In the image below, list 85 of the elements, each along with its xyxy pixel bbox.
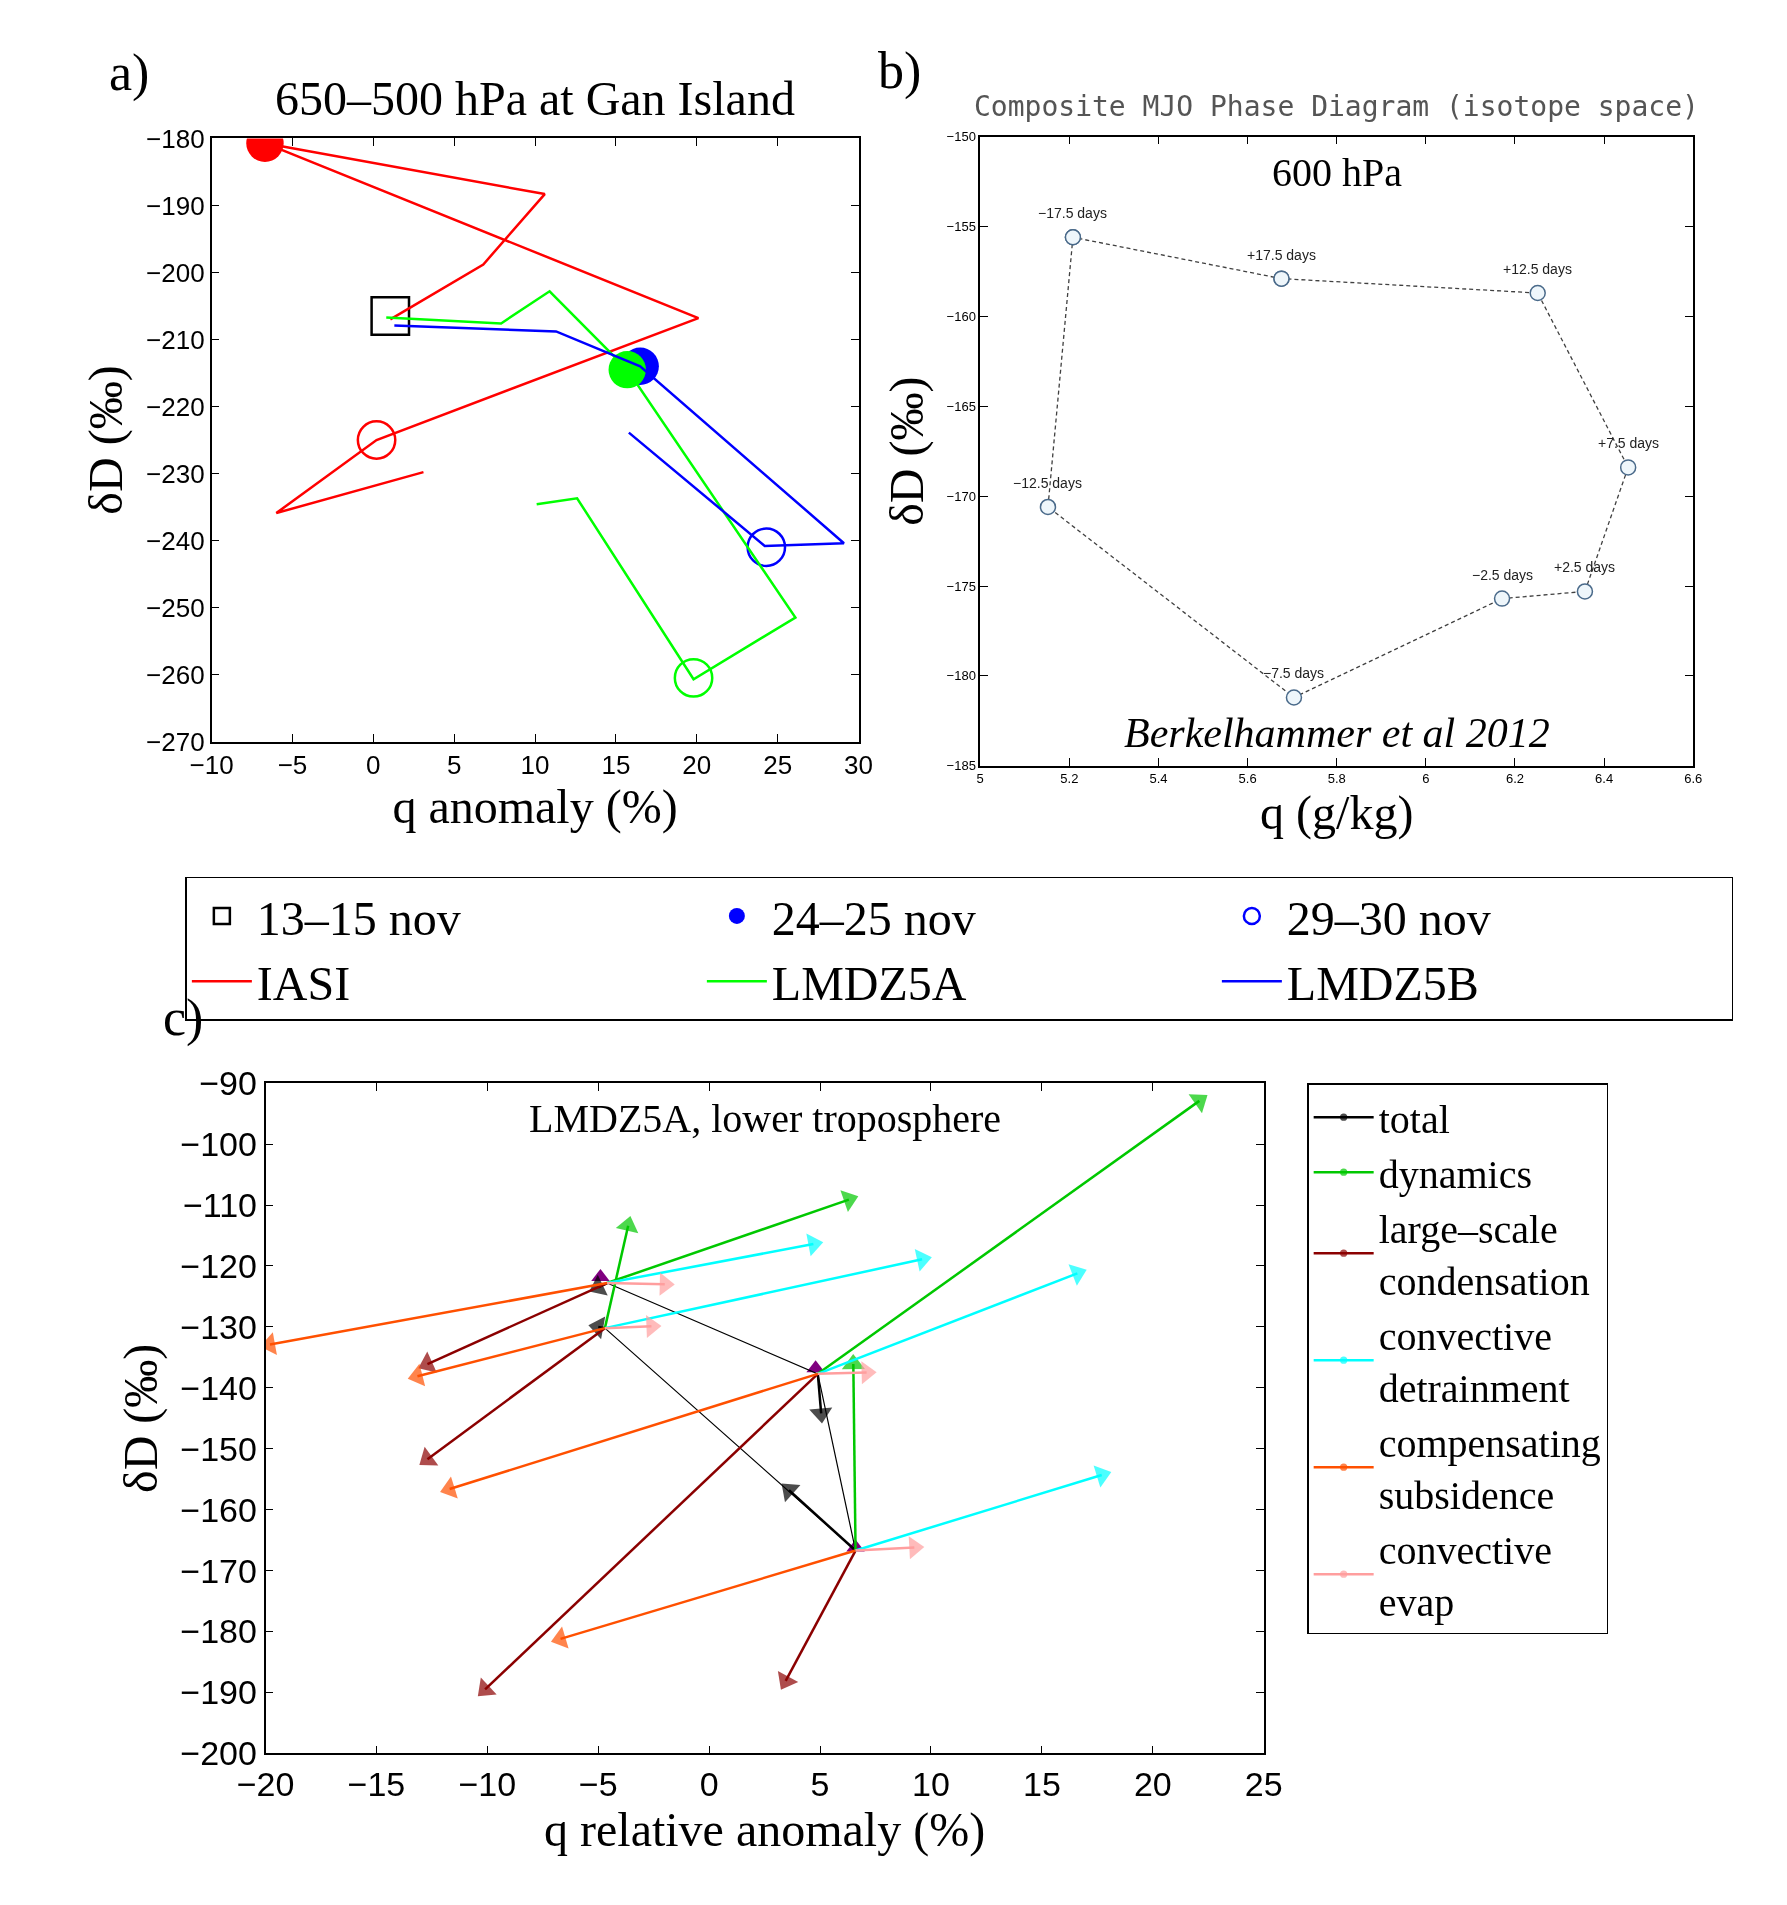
x-tick-label: 0 <box>699 1764 719 1803</box>
y-tick-label: −180 <box>180 1612 257 1651</box>
y-tick-label: −260 <box>146 659 205 690</box>
y-axis-title: δD (‰) <box>113 1343 168 1493</box>
annotation: −17.5 days <box>1038 205 1107 221</box>
x-tick-label: 6.2 <box>1505 771 1525 787</box>
x-tick-label: 0 <box>366 750 381 781</box>
x-tick-label: 10 <box>912 1764 950 1803</box>
y-tick-label: −180 <box>146 123 205 154</box>
chart-subtitle: 600 hPa <box>1272 150 1403 195</box>
y-tick-label: −90 <box>199 1064 257 1103</box>
x-axis-title: q relative anomaly (%) <box>544 1802 986 1857</box>
y-tick-label: −155 <box>946 219 976 235</box>
chart-title: Composite MJO Phase Diagram (isotope space) <box>974 90 1699 123</box>
x-tick-label: 6.6 <box>1684 771 1703 787</box>
y-tick-label: −190 <box>180 1673 257 1712</box>
annotation: Berkelhammer et al 2012 <box>1124 710 1550 756</box>
y-tick-label: −170 <box>946 488 976 504</box>
annotation: −7.5 days <box>1263 665 1325 681</box>
y-tick-label: −240 <box>146 525 205 556</box>
x-tick-label: 6.4 <box>1595 771 1614 787</box>
x-tick-label: 30 <box>844 750 873 781</box>
y-tick-label: −180 <box>946 668 976 684</box>
annotation: +17.5 days <box>1247 247 1316 263</box>
legend-label: dynamics <box>1378 1151 1532 1197</box>
y-tick-label: −185 <box>946 758 976 774</box>
x-axis-title: q (g/kg) <box>1260 786 1414 841</box>
x-tick-label: 5 <box>446 750 462 781</box>
x-tick-label: −10 <box>458 1764 517 1803</box>
x-tick-label: 5.2 <box>1060 771 1079 787</box>
x-tick-label: 5.6 <box>1238 771 1257 787</box>
legend-label: LMDZ5B <box>1286 957 1479 1011</box>
y-axis-title: δD (‰) <box>79 365 134 515</box>
y-tick-label: −100 <box>180 1125 257 1164</box>
x-tick-label: 5.4 <box>1149 771 1168 787</box>
legend-label: 13–15 nov <box>256 891 461 945</box>
x-axis-title: q anomaly (%) <box>392 780 678 835</box>
legend-label: IASI <box>256 957 351 1011</box>
y-tick-label: −200 <box>146 257 205 288</box>
annotation: +12.5 days <box>1503 261 1572 277</box>
legend-label: 24–25 nov <box>771 891 976 945</box>
annotation: +7.5 days <box>1598 435 1660 451</box>
annotation: −2.5 days <box>1472 567 1534 583</box>
x-tick-label: −5 <box>277 750 308 781</box>
y-tick-label: −160 <box>180 1490 257 1529</box>
y-tick-label: −120 <box>180 1246 257 1285</box>
x-tick-label: 20 <box>1133 1764 1172 1803</box>
x-tick-label: 5 <box>810 1764 830 1803</box>
text: a) <box>109 44 150 102</box>
y-tick-label: −165 <box>946 398 976 414</box>
y-tick-label: −160 <box>946 308 976 324</box>
y-tick-label: −150 <box>180 1429 257 1468</box>
legend-label: LMDZ5A <box>771 957 967 1011</box>
legend-label: convective evap <box>1378 1527 1552 1625</box>
x-tick-label: 15 <box>601 750 631 781</box>
y-tick-label: −130 <box>180 1307 257 1346</box>
y-axis-title: δD (‰) <box>879 376 934 526</box>
x-tick-label: 6 <box>1422 771 1430 787</box>
chart-subtitle: LMDZ5A, lower troposphere <box>529 1096 1002 1141</box>
x-tick-label: 10 <box>520 750 550 781</box>
y-tick-label: −175 <box>946 578 976 594</box>
annotation: +2.5 days <box>1554 559 1616 575</box>
x-tick-label: 25 <box>1244 1764 1283 1803</box>
y-tick-label: −230 <box>146 458 205 489</box>
text: c) <box>163 989 204 1047</box>
y-tick-label: −110 <box>182 1185 257 1224</box>
legend-label: total <box>1378 1096 1450 1142</box>
x-tick-label: −15 <box>347 1764 406 1803</box>
x-tick-label: −5 <box>578 1764 618 1803</box>
y-tick-label: −210 <box>146 324 205 355</box>
legend-label: 29–30 nov <box>1286 891 1491 945</box>
y-tick-label: −250 <box>146 592 205 623</box>
y-tick-label: −170 <box>180 1551 257 1590</box>
x-tick-label: 5.8 <box>1327 771 1346 787</box>
x-tick-label: 15 <box>1022 1764 1061 1803</box>
x-tick-label: 5 <box>976 771 984 787</box>
y-tick-label: −150 <box>946 129 976 145</box>
annotation: −12.5 days <box>1013 475 1082 491</box>
y-tick-label: −190 <box>146 190 205 221</box>
y-tick-label: −220 <box>146 391 205 422</box>
chart-title: 650–500 hPa at Gan Island <box>275 72 795 125</box>
x-tick-label: 20 <box>682 750 712 781</box>
x-tick-label: 25 <box>763 750 793 781</box>
y-tick-label: −140 <box>180 1368 257 1407</box>
text: b) <box>878 42 922 100</box>
